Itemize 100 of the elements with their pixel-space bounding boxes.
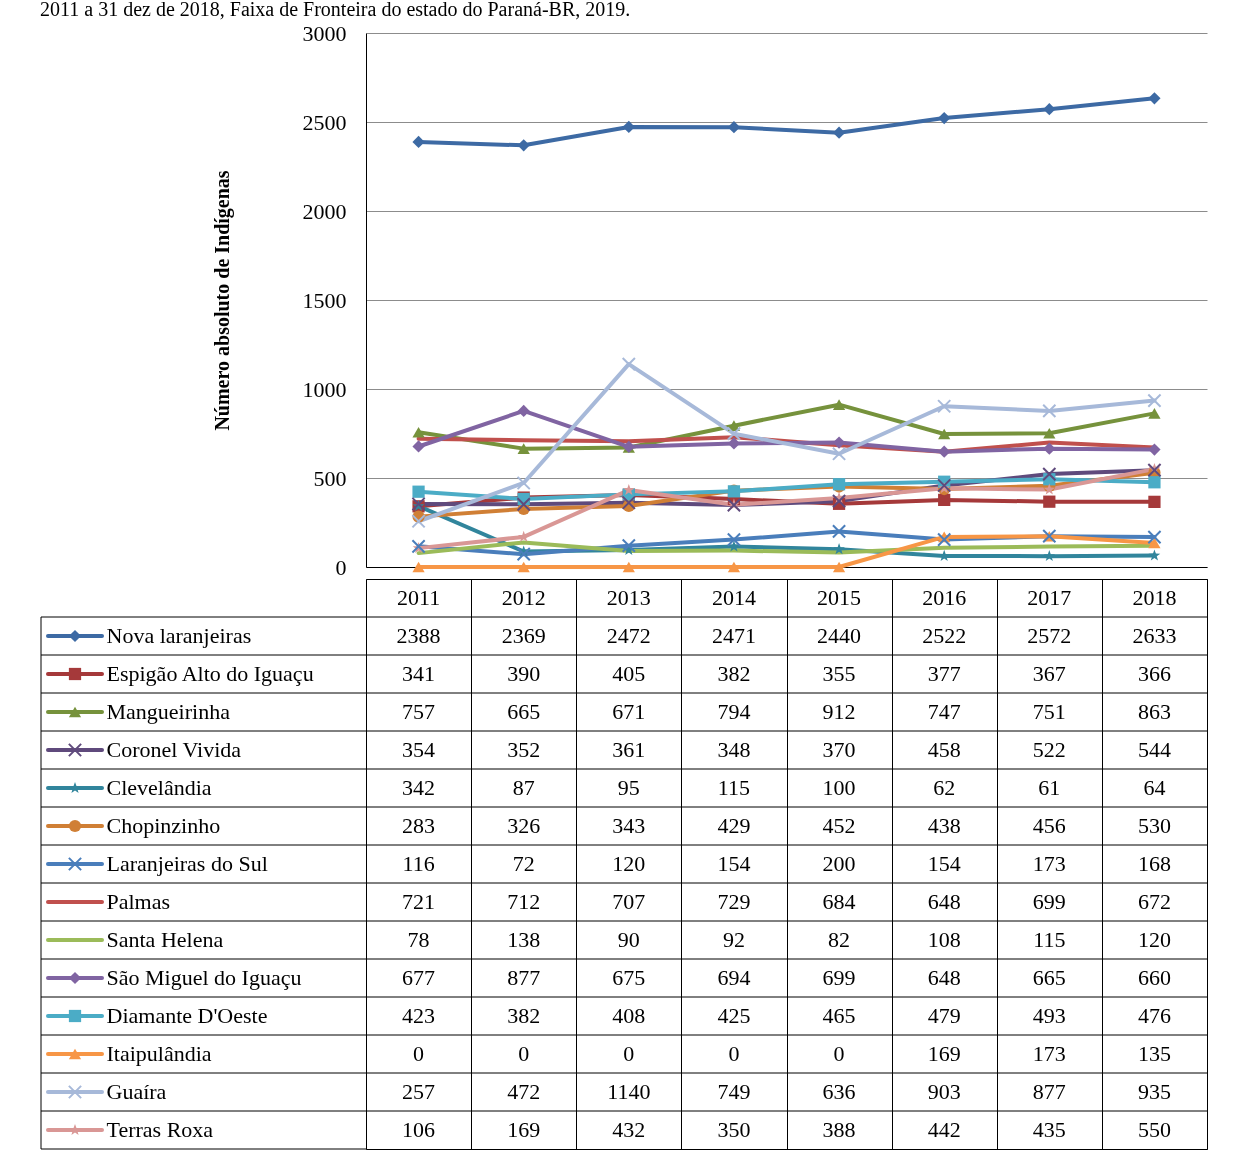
data-label: 352: [507, 737, 541, 762]
data-label: 2440: [817, 623, 862, 648]
data-label: 169: [507, 1117, 541, 1142]
data-label: 912: [822, 699, 856, 724]
data-label: 707: [612, 889, 646, 914]
data-label: 341: [402, 661, 436, 686]
data-label: 465: [822, 1003, 856, 1028]
data-label: 382: [507, 1003, 541, 1028]
legend-label: Mangueirinha: [106, 699, 231, 724]
legend-label: Laranjeiras do Sul: [106, 851, 268, 876]
x-tick-label: 2013: [606, 585, 651, 610]
data-label: 423: [402, 1003, 436, 1028]
data-label: 388: [822, 1117, 856, 1142]
data-label: 435: [1032, 1117, 1066, 1142]
data-label: 82: [828, 927, 851, 952]
data-label: 367: [1032, 661, 1066, 686]
data-label: 348: [717, 737, 751, 762]
y-tick-label: 2500: [302, 109, 347, 135]
data-label: 479: [927, 1003, 961, 1028]
data-label: 2369: [501, 623, 546, 648]
data-label: 2388: [396, 623, 441, 648]
data-label: 95: [617, 775, 640, 800]
data-label: 154: [927, 851, 961, 876]
data-label: 0: [623, 1041, 635, 1066]
data-label: 342: [402, 775, 436, 800]
data-label: 355: [822, 661, 856, 686]
data-label: 636: [822, 1079, 856, 1104]
data-label: 671: [612, 699, 646, 724]
data-label: 405: [612, 661, 646, 686]
legend-label: São Miguel do Iguaçu: [106, 965, 302, 990]
data-label: 452: [822, 813, 856, 838]
legend-label: Nova laranjeiras: [106, 623, 252, 648]
data-label: 694: [717, 965, 751, 990]
data-label: 87: [512, 775, 535, 800]
data-label: 684: [822, 889, 856, 914]
data-label: 343: [612, 813, 646, 838]
data-label: 115: [1033, 927, 1066, 952]
data-label: 794: [717, 699, 751, 724]
data-label: 442: [927, 1117, 961, 1142]
data-label: 438: [927, 813, 961, 838]
data-label: 100: [822, 775, 856, 800]
data-label: 0: [413, 1041, 425, 1066]
data-label: 90: [617, 927, 640, 952]
y-tick-label: 3000: [302, 20, 347, 46]
data-label: 120: [612, 851, 646, 876]
data-label: 135: [1137, 1041, 1171, 1066]
data-label: 903: [927, 1079, 961, 1104]
y-tick-label: 2000: [302, 198, 347, 224]
data-label: 120: [1137, 927, 1171, 952]
data-label: 751: [1032, 699, 1066, 724]
data-label: 200: [822, 851, 856, 876]
legend-label: Espigão Alto do Iguaçu: [106, 661, 314, 686]
data-label: 61: [1038, 775, 1061, 800]
legend-label: Diamante D'Oeste: [106, 1003, 268, 1028]
data-label: 749: [717, 1079, 751, 1104]
data-label: 0: [728, 1041, 740, 1066]
data-label: 665: [507, 699, 541, 724]
data-label: 173: [1032, 851, 1066, 876]
y-tick-label: 1500: [302, 287, 347, 313]
data-label: 138: [507, 927, 541, 952]
y-tick-label: 1000: [302, 376, 347, 402]
data-label: 493: [1032, 1003, 1066, 1028]
data-label: 877: [507, 965, 541, 990]
data-label: 530: [1137, 813, 1171, 838]
data-label: 2522: [922, 623, 967, 648]
data-label: 544: [1137, 737, 1171, 762]
data-label: 92: [722, 927, 745, 952]
data-label: 476: [1137, 1003, 1171, 1028]
data-label: 72: [512, 851, 535, 876]
data-label: 0: [518, 1041, 530, 1066]
x-tick-label: 2017: [1027, 585, 1072, 610]
data-label: 665: [1032, 965, 1066, 990]
data-label: 283: [402, 813, 436, 838]
data-label: 935: [1137, 1079, 1171, 1104]
legend-label: Santa Helena: [106, 927, 224, 952]
data-label: 432: [612, 1117, 646, 1142]
legend-label: Chopinzinho: [106, 813, 221, 838]
data-label: 712: [507, 889, 541, 914]
data-label: 361: [612, 737, 646, 762]
data-label: 2472: [606, 623, 651, 648]
legend-label: Clevelândia: [106, 775, 212, 800]
data-label: 354: [402, 737, 436, 762]
data-label: 863: [1137, 699, 1171, 724]
data-label: 877: [1032, 1079, 1066, 1104]
data-label: 456: [1032, 813, 1066, 838]
data-label: 458: [927, 737, 961, 762]
data-label: 78: [407, 927, 430, 952]
data-label: 377: [927, 661, 961, 686]
data-label: 366: [1137, 661, 1171, 686]
data-label: 326: [507, 813, 541, 838]
data-label: 64: [1143, 775, 1166, 800]
data-label: 1140: [607, 1079, 651, 1104]
data-label: 0: [833, 1041, 845, 1066]
legend-label: Palmas: [106, 889, 171, 914]
x-tick-label: 2016: [922, 585, 967, 610]
chart-title: 2011 a 31 dez de 2018, Faixa de Fronteira do estado do Paraná-BR, 2019.: [40, 0, 631, 20]
x-tick-label: 2015: [817, 585, 862, 610]
data-label: 522: [1032, 737, 1066, 762]
data-label: 677: [402, 965, 436, 990]
data-label: 757: [402, 699, 436, 724]
